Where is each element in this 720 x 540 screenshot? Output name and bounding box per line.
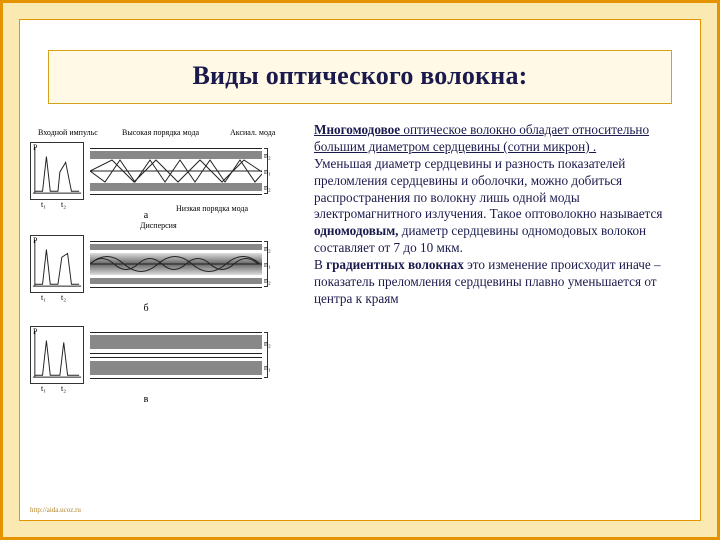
- t2-label-c: t₂: [61, 384, 66, 393]
- n1-label-2: n₁: [264, 261, 271, 269]
- fiber-multimode: n₂ n₁ n₂ Низкая порядка мода: [90, 142, 262, 200]
- footnote-url: http://aida.ucoz.ru: [30, 506, 81, 514]
- pulse-y-label-c: P: [33, 327, 37, 336]
- t1-label-c: t₁: [41, 384, 46, 393]
- n2-label-b: n₂: [264, 184, 271, 192]
- inner-frame: Виды оптического волокна: Входной импуль…: [19, 19, 701, 521]
- pulse-svg-a: [31, 143, 83, 199]
- p2-a: Уменьшая диаметр сердцевины и разность п…: [314, 156, 662, 222]
- n2-label-2b: n₂: [264, 277, 271, 285]
- pulse-svg-b: [31, 236, 83, 292]
- ray-paths-a: [90, 142, 262, 200]
- caption-high-mode: Высокая порядка мода: [122, 128, 199, 137]
- t1-label-b: t₁: [41, 293, 46, 302]
- panel-multimode: P t₁ t₂: [30, 142, 300, 200]
- fiber-diagram: Входной импульс Высокая порядка мода Акс…: [30, 122, 300, 405]
- panel-graded: P t₁ t₂: [30, 235, 300, 293]
- caption-input-pulse: Входной импульс: [38, 128, 98, 137]
- n2-label: n₂: [264, 152, 271, 160]
- pulse-box-b: P t₁ t₂: [30, 235, 84, 293]
- panel-letter-b: б: [30, 303, 262, 314]
- fiber-singlemode: n₂ n₁: [90, 326, 262, 384]
- n1-label-3: n₁: [264, 364, 271, 372]
- low-mode-label: Низкая порядка мода: [176, 204, 248, 213]
- slide: Виды оптического волокна: Входной импуль…: [0, 0, 720, 540]
- p3-a: В: [314, 257, 326, 272]
- title-box: Виды оптического волокна:: [48, 50, 672, 104]
- caption-dispersion: Дисперсия: [140, 221, 177, 230]
- pulse-box-c: P t₁ t₂: [30, 326, 84, 384]
- fiber-graded: n₂ n₁ n₂: [90, 235, 262, 293]
- t2-label: t₂: [61, 200, 66, 209]
- ray-paths-b: [90, 235, 262, 293]
- t1-label: t₁: [41, 200, 46, 209]
- pulse-y-label: P: [33, 143, 37, 152]
- pulse-svg-c: [31, 327, 83, 383]
- paragraph-1: Многомодовое оптическое волокно обладает…: [314, 122, 682, 156]
- bold-gradient: градиентных волокнах: [326, 257, 464, 272]
- t2-label-b: t₂: [61, 293, 66, 302]
- body-text: Многомодовое оптическое волокно обладает…: [314, 122, 682, 405]
- paragraph-3: В градиентных волокнах это изменение про…: [314, 257, 682, 308]
- n1-label: n₁: [264, 168, 271, 176]
- panel-singlemode: P t₁ t₂: [30, 326, 300, 384]
- n2-label-2: n₂: [264, 245, 271, 253]
- caption-axial-mode: Аксиал. мода: [230, 128, 275, 137]
- slide-title: Виды оптического волокна:: [63, 61, 657, 91]
- lead-multimode: Многомодовое: [314, 122, 400, 137]
- pulse-box-a: P t₁ t₂: [30, 142, 84, 200]
- n2-label-3: n₂: [264, 340, 271, 348]
- bold-singlemode: одномодовым,: [314, 223, 398, 238]
- content-row: Входной импульс Высокая порядка мода Акс…: [20, 122, 700, 405]
- paragraph-2: Уменьшая диаметр сердцевины и разность п…: [314, 156, 682, 257]
- pulse-y-label-b: P: [33, 236, 37, 245]
- panel-letter-c: в: [30, 394, 262, 405]
